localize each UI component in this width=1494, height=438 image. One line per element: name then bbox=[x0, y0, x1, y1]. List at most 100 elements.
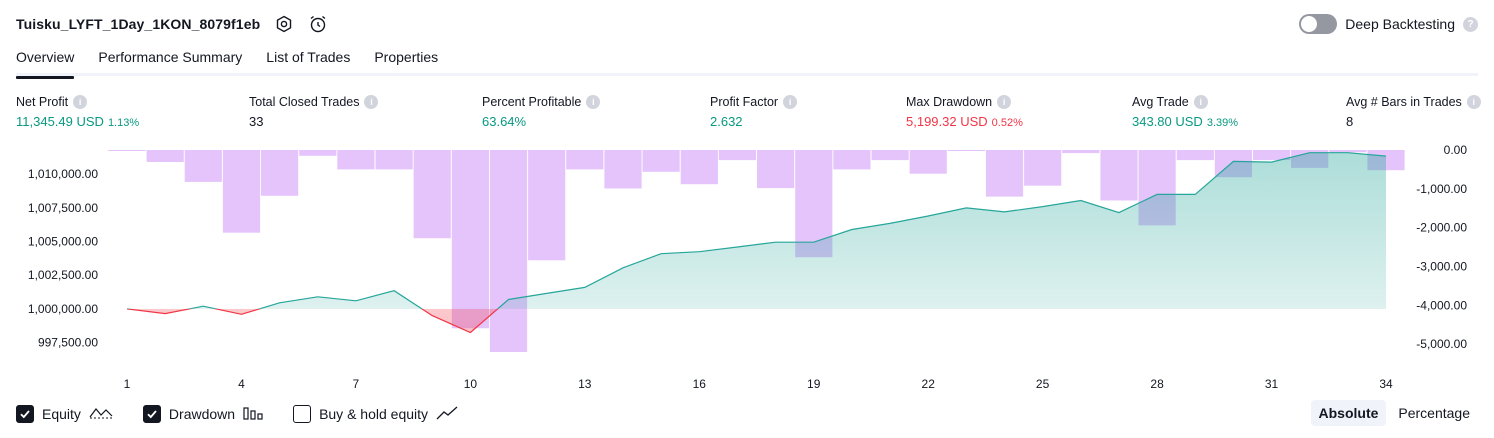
info-icon[interactable]: i bbox=[586, 95, 601, 109]
buy-hold-line-icon bbox=[436, 405, 458, 424]
metric-max-drawdown: Max Drawdown i 5,199.32 USD 0.52% bbox=[906, 94, 1023, 129]
drawdown-bar bbox=[871, 150, 909, 161]
drawdown-bar bbox=[413, 150, 451, 239]
metric-avg-bars-in-trades: Avg # Bars in Trades i 8 bbox=[1346, 94, 1481, 129]
metric-value: 2.632 bbox=[710, 114, 743, 129]
equity-drawdown-chart[interactable]: 1,010,000.00 1,007,500.00 1,005,000.00 1,00… bbox=[0, 140, 1494, 396]
percentage-button[interactable]: Percentage bbox=[1398, 405, 1470, 421]
drawdown-bar bbox=[909, 150, 947, 174]
x-axis-tick-label: 4 bbox=[238, 377, 245, 391]
drawdown-bar bbox=[947, 150, 985, 151]
drawdown-bar bbox=[1176, 150, 1214, 161]
drawdown-bar bbox=[1100, 150, 1138, 201]
deep-backtesting-label: Deep Backtesting bbox=[1345, 16, 1455, 32]
metric-net-profit: Net Profit i 11,345.49 USD 1.13% bbox=[16, 94, 139, 129]
tab-list-of-trades[interactable]: List of Trades bbox=[266, 49, 351, 65]
metric-total-closed-trades: Total Closed Trades i 33 bbox=[249, 94, 379, 129]
drawdown-bars-icon bbox=[243, 405, 263, 424]
drawdown-bar bbox=[833, 150, 871, 170]
right-axis-tick-label: -4,000.00 bbox=[1416, 298, 1467, 312]
x-axis-tick-label: 22 bbox=[922, 377, 936, 391]
x-axis-tick-label: 28 bbox=[1150, 377, 1164, 391]
deep-backtesting-toggle[interactable] bbox=[1299, 14, 1338, 34]
left-axis-tick-label: 1,002,500.00 bbox=[28, 268, 98, 282]
drawdown-bar bbox=[375, 150, 413, 170]
drawdown-bar bbox=[757, 150, 795, 189]
info-icon[interactable]: i bbox=[364, 95, 379, 109]
metric-label: Net Profit bbox=[16, 95, 69, 109]
metric-label: Profit Factor bbox=[710, 95, 779, 109]
info-icon[interactable]: i bbox=[73, 95, 88, 109]
right-axis-tick-label: -1,000.00 bbox=[1416, 182, 1467, 196]
info-icon[interactable]: i bbox=[783, 95, 798, 109]
x-axis-tick-label: 25 bbox=[1036, 377, 1050, 391]
scale-switch: Absolute Percentage bbox=[1310, 400, 1479, 426]
strategy-title: Tuisku_LYFT_1Day_1KON_8079f1eb bbox=[16, 16, 261, 32]
equity-area-positive bbox=[127, 152, 1386, 309]
legend-buy-hold-equity[interactable]: Buy & hold equity bbox=[293, 405, 458, 424]
drawdown-bar bbox=[337, 150, 375, 170]
metric-label: Percent Profitable bbox=[482, 95, 582, 109]
legend-label: Buy & hold equity bbox=[319, 406, 429, 422]
legend-equity[interactable]: Equity bbox=[16, 405, 113, 424]
metric-value: 11,345.49 USD bbox=[16, 114, 104, 129]
legend-label: Drawdown bbox=[168, 406, 236, 422]
metric-value: 8 bbox=[1346, 114, 1354, 129]
x-axis-tick-label: 7 bbox=[353, 377, 360, 391]
drawdown-bar bbox=[146, 150, 184, 162]
drawdown-bar bbox=[604, 150, 642, 189]
x-axis-tick-label: 16 bbox=[693, 377, 707, 391]
drawdown-bar bbox=[1024, 150, 1062, 186]
drawdown-bar bbox=[1329, 150, 1367, 153]
toggle-knob bbox=[1301, 16, 1318, 32]
equity-line-icon bbox=[89, 405, 113, 424]
drawdown-bar bbox=[451, 150, 489, 329]
left-axis-tick-label: 1,005,000.00 bbox=[28, 235, 98, 249]
drawdown-bar bbox=[222, 150, 261, 233]
metric-label: Avg # Bars in Trades bbox=[1346, 95, 1462, 109]
metric-label: Max Drawdown bbox=[906, 95, 993, 109]
tab-overview[interactable]: Overview bbox=[16, 46, 75, 79]
drawdown-bar bbox=[566, 150, 604, 170]
help-icon[interactable]: ? bbox=[1463, 16, 1478, 32]
x-axis-tick-label: 13 bbox=[578, 377, 592, 391]
right-axis-tick-label: -3,000.00 bbox=[1416, 260, 1467, 274]
equity-checkbox[interactable] bbox=[16, 405, 34, 423]
drawdown-checkbox[interactable] bbox=[142, 405, 161, 423]
drawdown-bar bbox=[1062, 150, 1100, 154]
left-axis-tick-label: 1,010,000.00 bbox=[28, 167, 98, 181]
drawdown-bars bbox=[108, 150, 1405, 352]
metric-value: 33 bbox=[249, 114, 264, 129]
right-axis-tick-label: 0.00 bbox=[1444, 143, 1468, 157]
x-axis-tick-label: 34 bbox=[1379, 377, 1393, 391]
info-icon[interactable]: i bbox=[1466, 95, 1481, 109]
add-alert-clock-icon[interactable] bbox=[308, 14, 328, 34]
drawdown-bar bbox=[299, 150, 337, 156]
drawdown-bar bbox=[642, 150, 680, 172]
metric-profit-factor: Profit Factor i 2.632 bbox=[710, 94, 798, 129]
info-icon[interactable]: i bbox=[997, 95, 1012, 109]
metric-percent: 3.39% bbox=[1206, 117, 1239, 129]
absolute-button[interactable]: Absolute bbox=[1310, 400, 1387, 426]
metric-value: 5,199.32 USD bbox=[906, 114, 988, 129]
legend-drawdown[interactable]: Drawdown bbox=[142, 405, 263, 424]
settings-gear-icon[interactable] bbox=[274, 14, 294, 34]
metric-percent-profitable: Percent Profitable i 63.64% bbox=[482, 94, 601, 129]
equity-line-positive bbox=[126, 152, 1387, 309]
metric-label: Total Closed Trades bbox=[249, 95, 360, 109]
metric-value: 63.64% bbox=[482, 114, 527, 129]
x-axis-tick-label: 19 bbox=[807, 377, 821, 391]
drawdown-bar bbox=[1253, 150, 1291, 161]
metric-percent: 1.13% bbox=[107, 117, 140, 129]
right-axis-tick-label: -5,000.00 bbox=[1416, 337, 1467, 351]
tab-properties[interactable]: Properties bbox=[374, 49, 439, 65]
report-tabs: Overview Performance Summary List of Tra… bbox=[16, 46, 1478, 79]
buy-hold-checkbox[interactable] bbox=[293, 405, 312, 423]
tab-performance-summary[interactable]: Performance Summary bbox=[98, 49, 243, 65]
left-axis-tick-label: 1,007,500.00 bbox=[28, 201, 98, 215]
metric-label: Avg Trade bbox=[1132, 95, 1189, 109]
info-icon[interactable]: i bbox=[1193, 95, 1208, 109]
drawdown-bar bbox=[261, 150, 299, 196]
drawdown-bar bbox=[108, 150, 146, 151]
drawdown-bar bbox=[184, 150, 222, 182]
